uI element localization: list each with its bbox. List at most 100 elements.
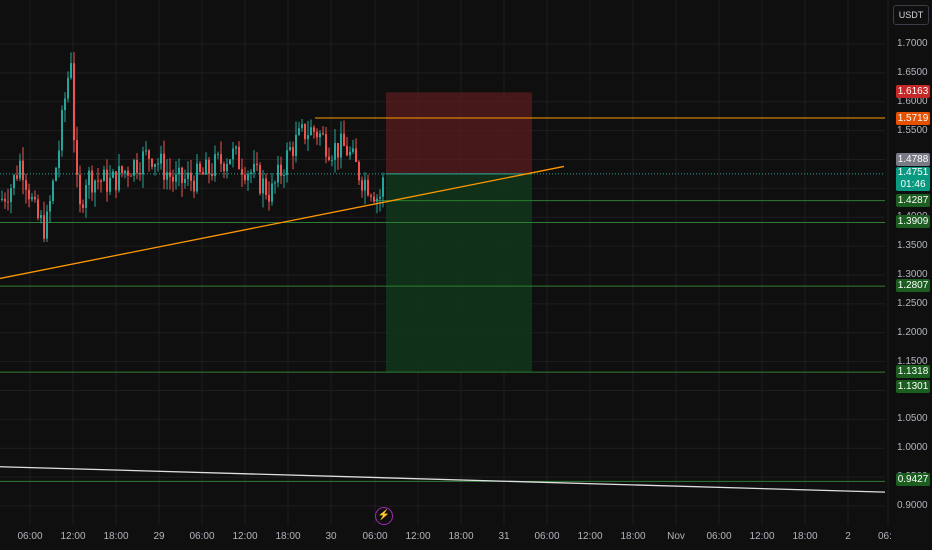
candle-body [337, 143, 339, 158]
price-tick-label: 1.6500 [897, 66, 928, 78]
candle-body [274, 182, 276, 184]
candlestick-series [1, 52, 384, 243]
candle-body [319, 133, 321, 138]
candle-body [298, 128, 300, 135]
currency-button[interactable]: USDT [893, 5, 929, 25]
candle-body [292, 147, 294, 156]
stop-loss-zone [386, 92, 532, 174]
candle-body [91, 170, 93, 193]
candle-body [97, 180, 99, 182]
candle-body [40, 215, 42, 219]
level-badge-3: 1.2807 [896, 279, 930, 292]
position-zones[interactable] [386, 92, 532, 373]
candle-body [58, 150, 60, 169]
level-badge-6: 0.9427 [896, 473, 930, 486]
candle-body [280, 164, 282, 176]
horizontal-levels[interactable] [0, 117, 885, 482]
candle-body [67, 77, 69, 99]
candle-body [301, 124, 303, 129]
time-tick-label: 06:00 [706, 531, 732, 542]
time-tick-label: 06:00 [534, 531, 560, 542]
candle-body [205, 159, 207, 175]
candle-body [334, 143, 336, 160]
candle-body [145, 150, 147, 152]
candle-body [289, 147, 291, 151]
candle-body [160, 153, 162, 164]
countdown-timer: 01:46 [900, 179, 926, 190]
candle-body [241, 169, 243, 175]
candle-body [163, 153, 165, 180]
candle-body [88, 170, 90, 186]
last-price-badge: 1.4788 [896, 153, 930, 166]
candle-body [295, 134, 297, 156]
candle-body [16, 175, 18, 179]
candle-body [1, 198, 3, 200]
candle-body [181, 167, 183, 183]
time-tick-label: 12:00 [577, 531, 603, 542]
candle-body [43, 215, 45, 239]
time-tick-label: 18:00 [620, 531, 646, 542]
candle-body [232, 148, 234, 160]
price-tick-label: 1.7000 [897, 38, 928, 49]
candle-body [355, 148, 357, 162]
price-tick-label: 1.3500 [897, 240, 928, 252]
candle-body [34, 196, 36, 200]
candle-body [256, 163, 258, 166]
lightning-icon[interactable]: ⚡ [375, 507, 393, 525]
price-tick-label: 1.6000 [897, 95, 928, 107]
current-price-value: 1.4751 [897, 167, 929, 178]
candle-body [211, 173, 213, 177]
candle-body [277, 164, 279, 183]
price-tick-label: 1.0500 [897, 413, 928, 425]
candle-body [103, 169, 105, 182]
candle-body [196, 163, 198, 192]
price-tick-label: 1.5500 [897, 124, 928, 136]
candle-body [154, 164, 156, 167]
candle-body [193, 180, 195, 192]
candle-body [340, 133, 342, 158]
price-tick-label: 0.9000 [897, 500, 928, 511]
take-profit-zone [386, 173, 532, 373]
candle-body [142, 151, 144, 175]
candle-body [46, 211, 48, 239]
candle-body [85, 185, 87, 208]
time-tick-label: 18:00 [275, 531, 301, 542]
price-tick-label: 1.2000 [897, 326, 928, 338]
time-tick-label: 2 [845, 531, 851, 542]
candle-body [253, 163, 255, 173]
candle-body [220, 154, 222, 164]
candle-body [265, 178, 267, 195]
candle-body [94, 180, 96, 193]
candle-body [169, 172, 171, 177]
level-badge-2: 1.3909 [896, 215, 930, 228]
time-tick-label: 18:00 [103, 531, 129, 542]
candle-body [370, 195, 372, 197]
time-tick-label: 18:00 [448, 531, 474, 542]
time-tick-label: Nov [667, 531, 685, 542]
candle-body [250, 172, 252, 174]
candle-body [247, 173, 249, 181]
candle-body [346, 145, 348, 156]
candle-body [61, 110, 63, 151]
time-tick-label: 12:00 [749, 531, 775, 542]
candle-body [178, 167, 180, 175]
time-tick-label: 06:00 [362, 531, 388, 542]
candle-body [127, 170, 129, 176]
candle-body [259, 165, 261, 194]
candle-body [367, 179, 369, 196]
candle-body [133, 159, 135, 176]
candle-body [187, 172, 189, 179]
candle-body [121, 166, 123, 174]
candle-body [376, 198, 378, 202]
trend-lines[interactable] [0, 165, 886, 493]
candle-body [226, 164, 228, 172]
candle-body [166, 172, 168, 180]
time-tick-label: 06:00 [189, 531, 215, 542]
candle-body [271, 183, 273, 202]
time-tick-label: 12:00 [405, 531, 431, 542]
candle-body [202, 171, 204, 175]
candle-body [10, 188, 12, 202]
candle-body [124, 170, 126, 174]
candle-body [130, 175, 132, 177]
